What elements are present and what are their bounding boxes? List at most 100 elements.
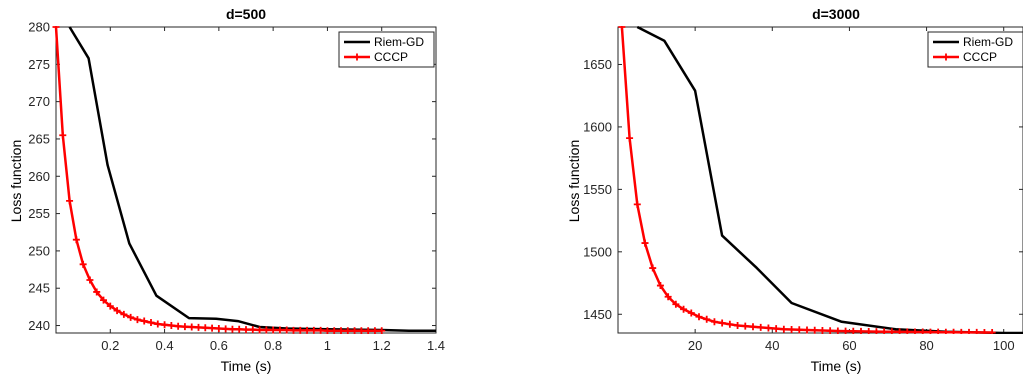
y-tick-label: 245 — [28, 281, 50, 296]
data-point — [161, 321, 169, 329]
data-point — [113, 307, 121, 315]
data-point — [695, 313, 703, 321]
data-point — [741, 322, 749, 330]
x-tick-label: 100 — [993, 338, 1015, 353]
data-point — [965, 328, 973, 334]
data-point — [865, 328, 873, 334]
data-point — [215, 325, 223, 333]
legend-label: CCCP — [963, 50, 997, 64]
data-point — [100, 296, 107, 304]
data-point — [680, 305, 688, 313]
x-tick-label: 0.6 — [210, 338, 228, 353]
data-point — [344, 327, 352, 334]
data-point — [256, 326, 264, 334]
x-tick-label: 1.2 — [373, 338, 391, 353]
y-axis-label: Loss function — [8, 140, 24, 223]
data-point — [351, 327, 359, 334]
data-point — [262, 326, 270, 334]
y-axis-label: Loss function — [566, 140, 582, 223]
data-point — [957, 328, 965, 334]
y-tick-label: 1600 — [583, 119, 612, 134]
y-tick-label: 275 — [28, 57, 50, 72]
data-point — [618, 26, 626, 31]
data-point — [72, 236, 80, 244]
data-point — [337, 327, 345, 334]
data-point — [188, 323, 196, 331]
x-axis-label: Time (s) — [811, 358, 862, 374]
data-point — [734, 322, 742, 330]
y-tick-label: 240 — [28, 318, 50, 333]
data-point — [656, 282, 664, 290]
data-point — [649, 264, 657, 272]
x-tick-label: 0.4 — [156, 338, 174, 353]
data-point — [749, 323, 757, 331]
x-tick-label: 20 — [688, 338, 702, 353]
data-point — [710, 318, 718, 326]
data-point — [310, 326, 318, 334]
y-tick-label: 265 — [28, 131, 50, 146]
data-point — [980, 329, 988, 334]
x-axis-label: Time (s) — [221, 358, 272, 374]
chart-title: d=500 — [226, 6, 266, 22]
data-point — [772, 325, 780, 333]
series-group — [52, 26, 436, 334]
data-point — [726, 320, 734, 328]
y-tick-label: 1500 — [583, 244, 612, 259]
data-point — [290, 326, 297, 334]
data-point — [201, 324, 209, 332]
data-point — [364, 327, 372, 334]
data-point — [757, 323, 765, 331]
data-point — [283, 326, 291, 334]
y-tick-label: 1550 — [583, 182, 612, 197]
data-point — [303, 326, 311, 334]
legend-label: CCCP — [374, 50, 408, 64]
x-tick-label: 80 — [919, 338, 933, 353]
data-point — [703, 315, 711, 323]
data-point — [133, 316, 141, 324]
plot-area: 20 40 60 80 100 1450 1500 1550 1600 1650 Riem-GDCC… — [583, 26, 1023, 353]
data-point — [919, 328, 927, 334]
data-point — [140, 317, 148, 325]
data-point — [357, 327, 365, 334]
data-point — [849, 327, 857, 334]
data-point — [811, 326, 819, 334]
data-point — [872, 328, 880, 334]
data-point — [626, 134, 634, 142]
data-point — [106, 302, 114, 310]
data-point — [228, 325, 236, 333]
legend-marker — [353, 53, 361, 61]
x-tick-label: 0.2 — [101, 338, 119, 353]
data-point — [276, 326, 284, 334]
data-point — [195, 323, 202, 331]
legend-label: Riem-GD — [963, 35, 1013, 49]
data-point — [167, 322, 175, 330]
data-point — [66, 197, 74, 205]
data-point — [127, 313, 135, 321]
data-point — [147, 319, 155, 327]
y-tick-label: 250 — [28, 243, 50, 258]
data-point — [633, 200, 641, 208]
data-point — [788, 326, 796, 334]
y-tick-label: 1450 — [583, 307, 612, 322]
chart-d500: d=500 0.2 0.4 0.6 0.8 1 1.2 1.4 240 245 250 255 260… — [8, 6, 445, 374]
legend-box — [927, 31, 1023, 68]
data-point — [934, 328, 942, 334]
data-point — [803, 326, 811, 334]
data-point — [317, 326, 325, 334]
plot-frame — [617, 26, 1023, 334]
data-point — [795, 326, 803, 334]
data-point — [330, 327, 338, 334]
data-point — [857, 327, 865, 334]
data-point — [687, 309, 695, 317]
y-tick-label: 260 — [28, 169, 50, 184]
data-point — [154, 320, 162, 328]
legend-marker — [942, 53, 950, 61]
data-point — [988, 329, 996, 334]
data-point — [79, 260, 87, 268]
data-point — [764, 324, 772, 332]
data-point — [834, 327, 842, 334]
data-point — [242, 326, 250, 334]
